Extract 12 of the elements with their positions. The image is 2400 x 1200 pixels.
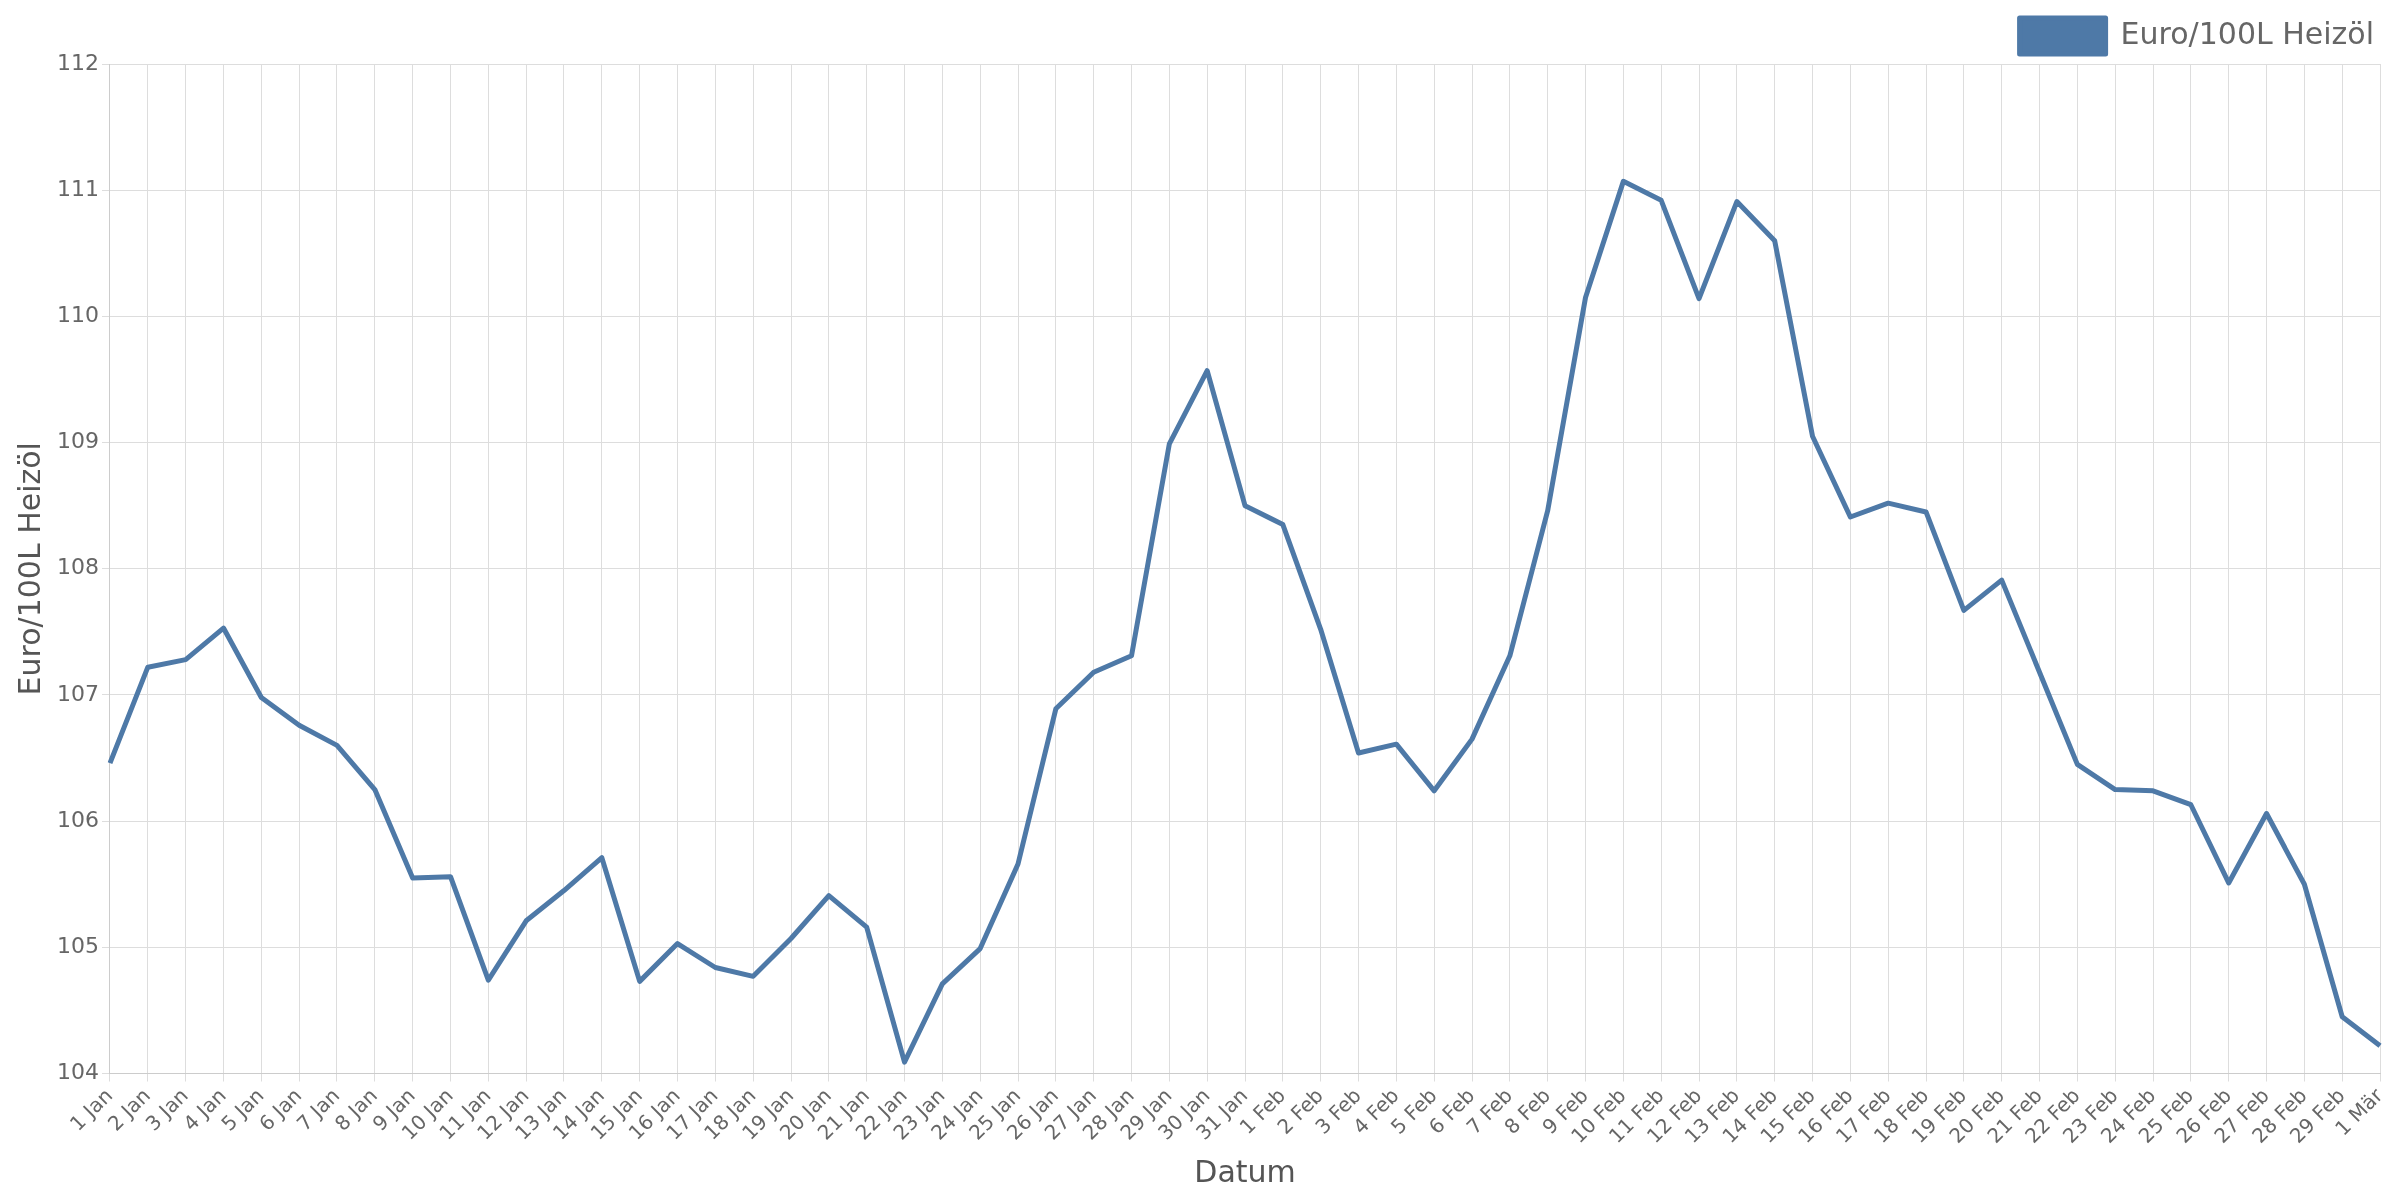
x-axis-title: Datum bbox=[1194, 1153, 1296, 1189]
legend-label: Euro/100L Heizöl bbox=[2120, 15, 2374, 51]
y-tick-label: 110 bbox=[56, 302, 99, 328]
y-tick-label: 105 bbox=[56, 933, 99, 959]
y-tick-label: 106 bbox=[56, 806, 99, 832]
y-tick-label: 108 bbox=[56, 554, 99, 580]
y-tick-label: 112 bbox=[56, 49, 99, 75]
y-tick-label: 107 bbox=[56, 680, 99, 706]
y-tick-label: 109 bbox=[56, 428, 99, 454]
y-tick-label: 104 bbox=[56, 1059, 99, 1085]
y-tick-label: 111 bbox=[56, 175, 99, 201]
y-axis-title: Euro/100L Heizöl bbox=[11, 442, 47, 696]
